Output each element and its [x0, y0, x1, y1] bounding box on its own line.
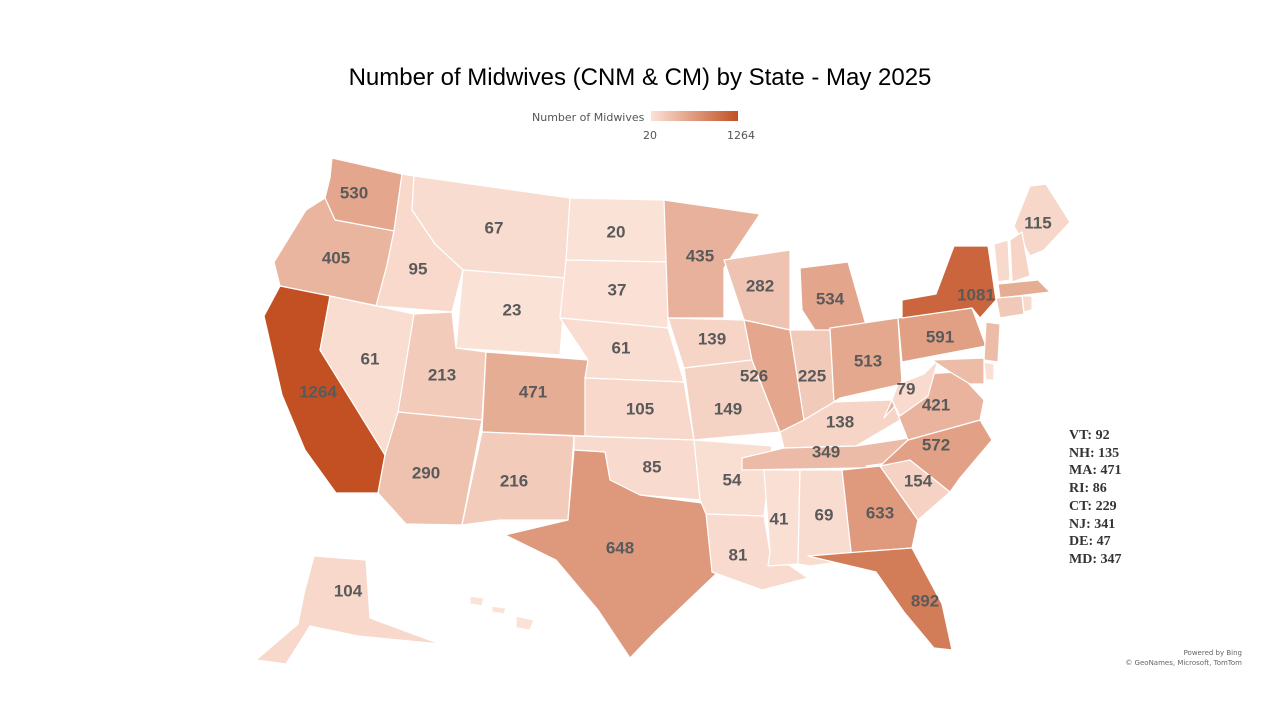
state-value-ca: 1264	[299, 382, 337, 401]
state-value-me: 115	[1024, 213, 1051, 232]
state-wy	[455, 269, 567, 356]
state-value-mn: 435	[686, 246, 714, 265]
state-value-co: 471	[519, 382, 547, 401]
legend-label: Number of Midwives	[532, 111, 645, 124]
legend-max-value: 1264	[727, 129, 755, 142]
state-value-ak: 104	[334, 581, 363, 600]
small-state-ma: MA: 471	[1069, 463, 1122, 479]
state-value-ia: 139	[698, 329, 726, 348]
state-de	[983, 361, 995, 381]
state-value-ky: 138	[826, 412, 854, 431]
state-nm	[461, 431, 575, 526]
state-value-la: 81	[729, 545, 748, 564]
state-value-ne: 61	[612, 338, 631, 357]
credit-powered-by: Powered by Bing	[1183, 649, 1242, 657]
state-hi	[469, 595, 535, 631]
state-fl	[807, 547, 953, 651]
state-value-oh: 513	[854, 351, 882, 370]
state-value-wi: 282	[746, 276, 774, 295]
state-value-ga: 633	[866, 503, 894, 522]
small-state-vt: VT: 92	[1069, 428, 1110, 443]
state-wv	[891, 359, 939, 417]
small-state-de: DE: 47	[1069, 534, 1111, 550]
state-value-fl: 892	[911, 591, 939, 610]
state-value-mo: 149	[714, 399, 742, 418]
state-value-or: 405	[322, 248, 350, 267]
state-value-mt: 67	[485, 218, 504, 237]
state-value-wa: 530	[340, 183, 368, 202]
state-value-nv: 61	[361, 349, 380, 368]
legend-gradient-bar	[651, 111, 738, 121]
state-value-tn: 349	[812, 442, 840, 461]
small-state-nj: NJ: 341	[1069, 516, 1116, 532]
state-value-wy: 23	[503, 300, 522, 319]
state-me	[1013, 183, 1071, 257]
map-credits: Powered by Bing © GeoNames, Microsoft, T…	[1125, 648, 1242, 668]
state-value-id: 95	[409, 259, 428, 278]
state-value-in: 225	[798, 366, 826, 385]
state-nj	[983, 321, 1001, 363]
map-title: Number of Midwives (CNM & CM) by State -…	[348, 64, 932, 91]
state-value-ut: 213	[428, 365, 456, 384]
state-value-al: 69	[815, 505, 834, 524]
state-value-nd: 20	[607, 222, 626, 241]
labels-layer: 530 405 1264 61 95 67 23 213 290 471 216 20 37 61 105 8…	[299, 183, 1052, 610]
state-value-wv: 79	[897, 379, 916, 398]
state-value-az: 290	[412, 463, 440, 482]
state-value-mi: 534	[816, 289, 845, 308]
state-ct	[995, 295, 1025, 319]
state-value-tx: 648	[606, 538, 634, 557]
state-nh	[1009, 231, 1031, 283]
state-value-ok: 85	[643, 457, 662, 476]
small-states-list: VT: 92 NH: 135 MA: 471 RI: 86 CT: 229 NJ…	[1069, 427, 1122, 569]
state-value-ny: 1081	[957, 285, 995, 304]
state-value-sd: 37	[608, 280, 627, 299]
credit-sources: © GeoNames, Microsoft, TomTom	[1125, 659, 1242, 667]
state-md	[931, 357, 985, 385]
small-state-ri: RI: 86	[1069, 481, 1107, 497]
state-value-il: 526	[740, 366, 768, 385]
state-al	[797, 469, 853, 567]
state-value-sc: 154	[904, 471, 933, 490]
small-state-nh: NH: 135	[1069, 445, 1120, 461]
state-tx	[504, 449, 719, 659]
state-value-va: 421	[922, 395, 950, 414]
state-value-ar: 54	[723, 470, 742, 489]
state-ny	[901, 245, 997, 319]
state-oh	[829, 317, 903, 403]
small-state-md: MD: 347	[1069, 551, 1122, 567]
small-state-ct: CT: 229	[1069, 498, 1117, 514]
state-ms	[763, 469, 801, 567]
state-mn	[663, 199, 761, 319]
state-value-ms: 41	[770, 509, 789, 528]
states-layer	[255, 157, 1071, 665]
state-value-pa: 591	[926, 327, 954, 346]
state-ak	[255, 555, 441, 665]
state-ma	[997, 279, 1051, 299]
legend-min-value: 20	[643, 129, 657, 142]
state-la	[705, 513, 809, 591]
state-value-nc: 572	[922, 435, 950, 454]
state-value-nm: 216	[500, 471, 528, 490]
state-vt	[993, 239, 1011, 283]
state-ri	[1021, 295, 1033, 313]
state-value-ks: 105	[626, 399, 654, 418]
